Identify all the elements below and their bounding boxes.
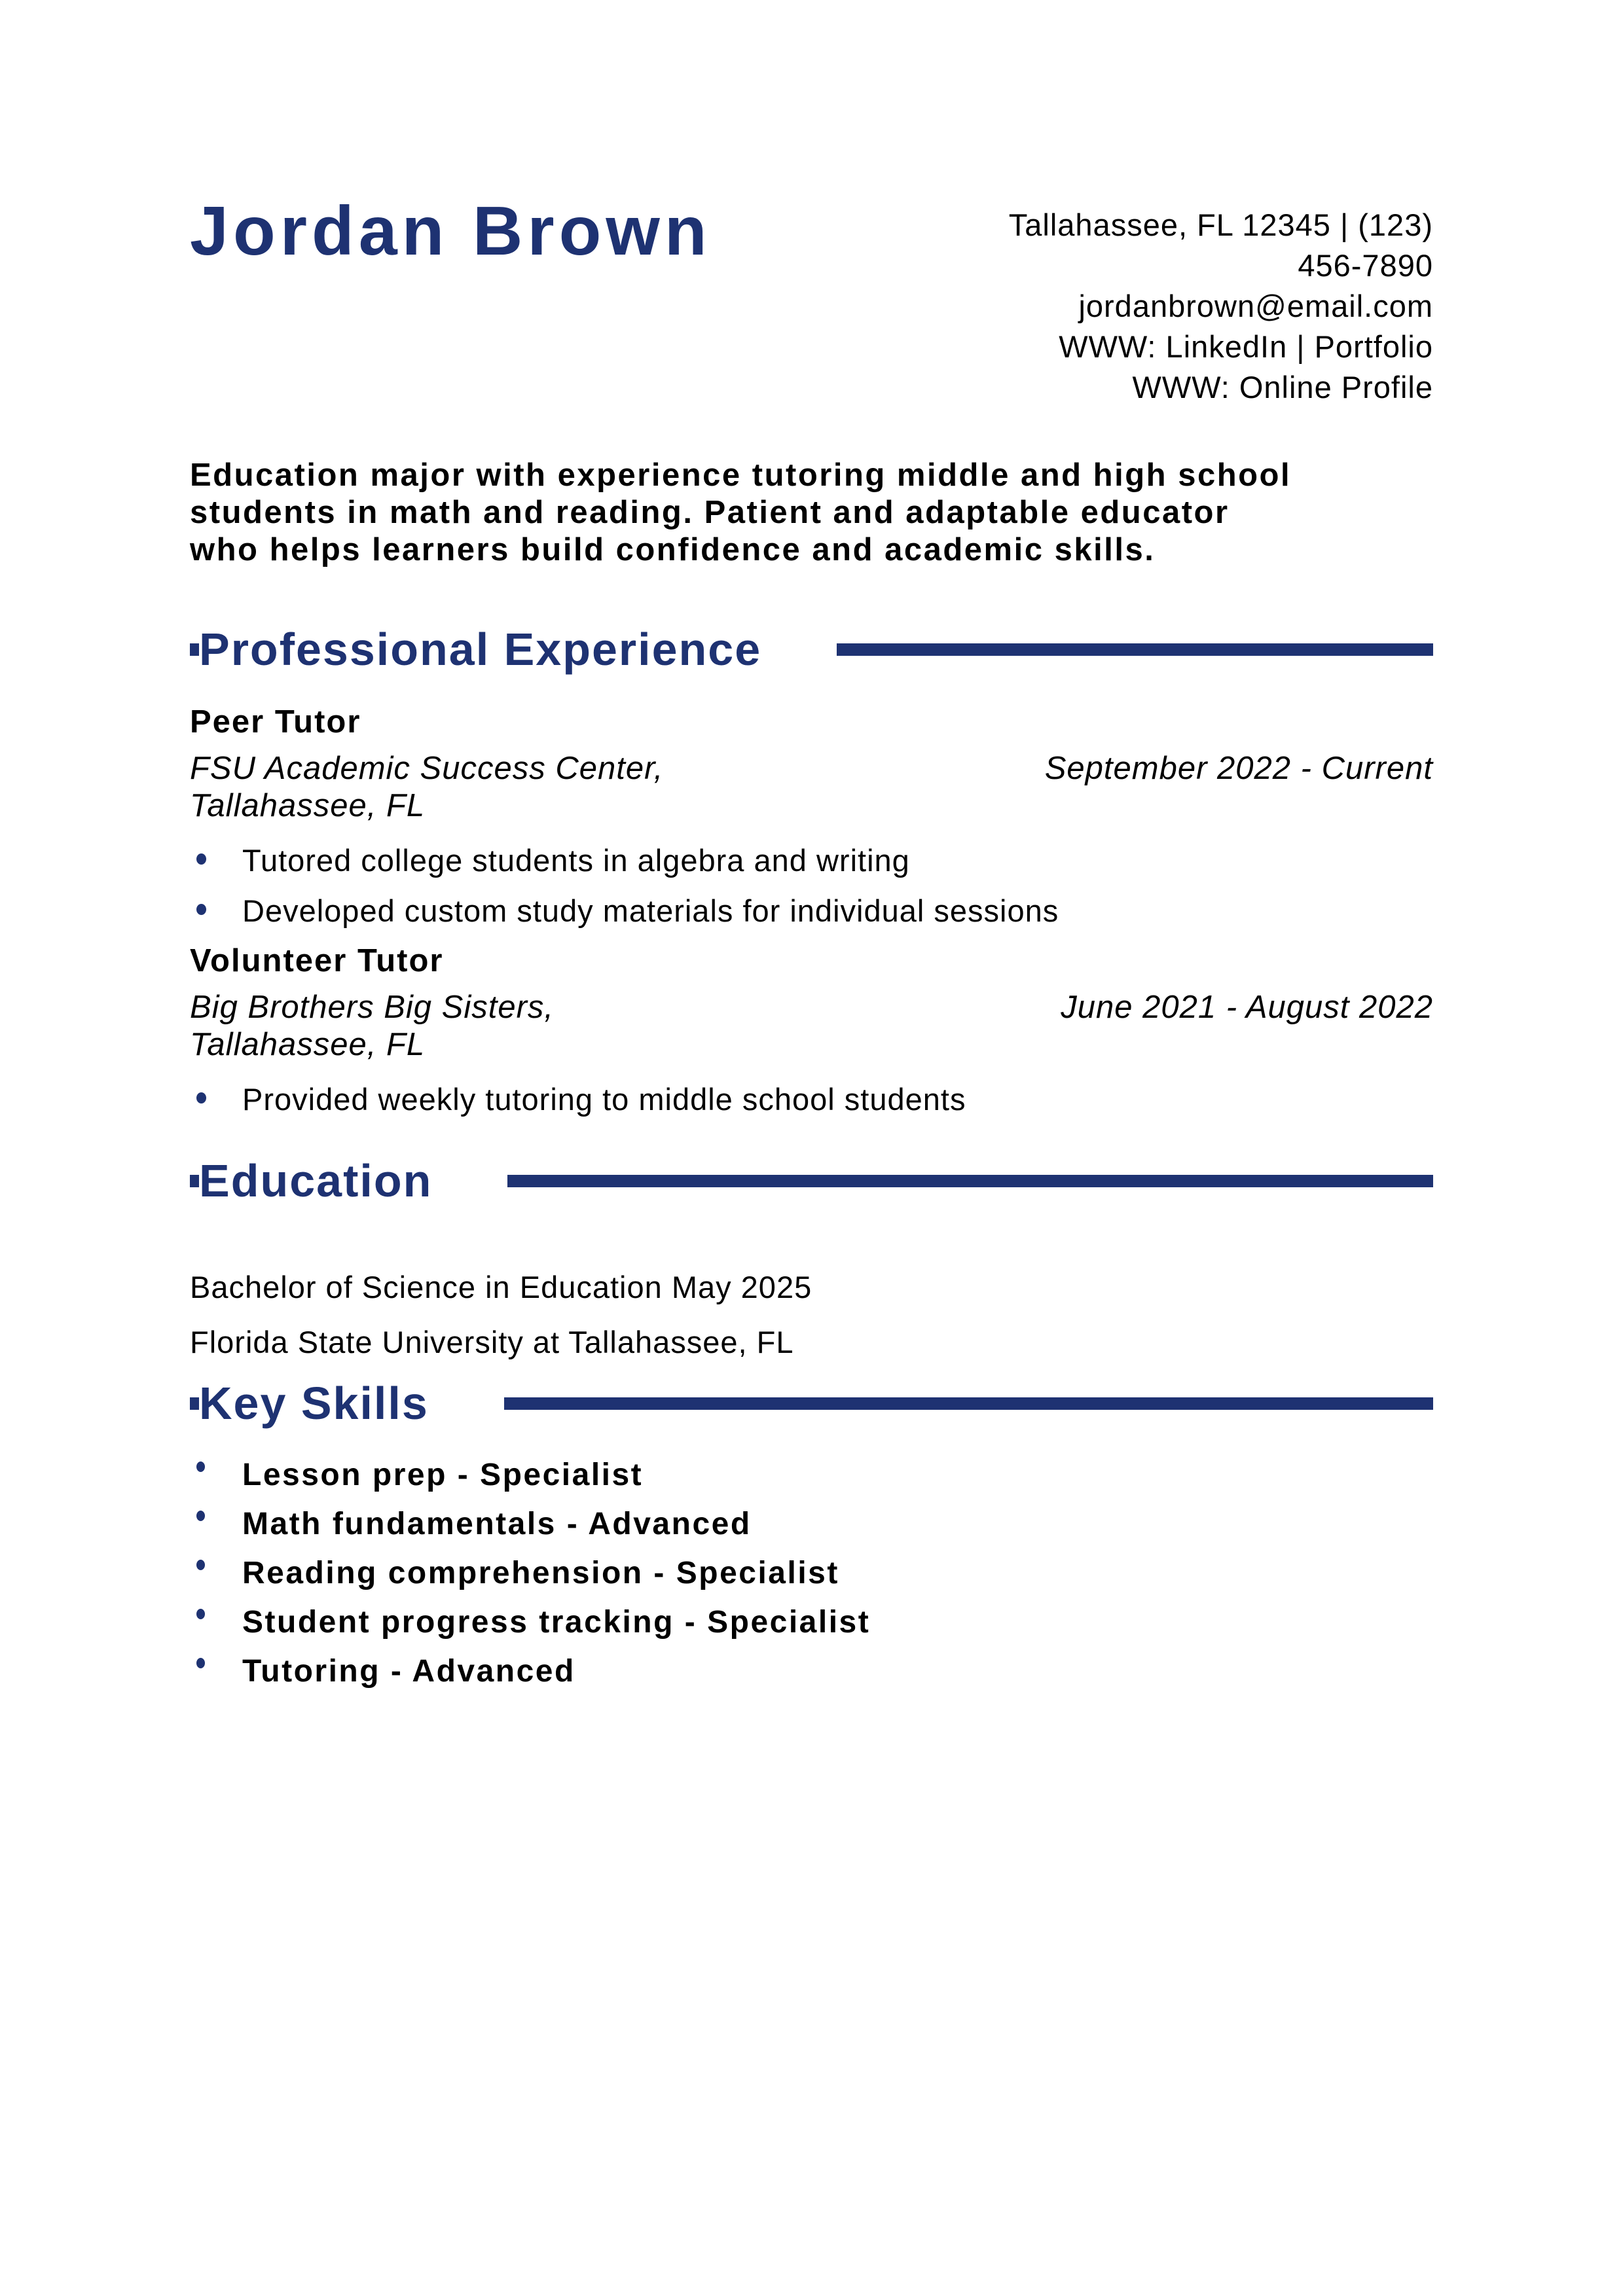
section-title: Education (199, 1154, 508, 1208)
contact-block: Tallahassee, FL 12345 | (123) 456-7890 j… (1009, 205, 1433, 408)
skill-text: Tutoring - Advanced (242, 1654, 575, 1689)
list-item: Reading comprehension - Specialist (190, 1554, 1433, 1592)
section-heading-professional-experience: Professional Experience (190, 622, 1433, 676)
job-meta-row: FSU Academic Success Center, Tallahassee… (190, 750, 1433, 825)
section-education: Education Bachelor of Science in Educati… (190, 1154, 1433, 1370)
skill-text: Math fundamentals - Advanced (242, 1507, 752, 1541)
contact-email: jordanbrown@email.com (1078, 289, 1433, 323)
job-meta-row: Big Brothers Big Sisters, Tallahassee, F… (190, 989, 1433, 1064)
job-dates: June 2021 - August 2022 (1061, 990, 1433, 1025)
section-heading-key-skills: Key Skills (190, 1376, 1433, 1430)
list-item: Student progress tracking - Specialist (190, 1604, 1433, 1641)
job-bullet-list: Tutored college students in algebra and … (190, 842, 1433, 929)
job-company: FSU Academic Success Center, Tallahassee… (190, 751, 664, 823)
list-item: Tutored college students in algebra and … (190, 842, 1433, 879)
skill-text: Student progress tracking - Specialist (242, 1605, 871, 1640)
job-bullet-list: Provided weekly tutoring to middle schoo… (190, 1081, 1433, 1118)
education-degree: Bachelor of Science in Education May 202… (190, 1270, 812, 1304)
list-item: Tutoring - Advanced (190, 1653, 1433, 1690)
job-title-peer-tutor: Peer Tutor (190, 704, 361, 740)
page-title: Jordan Brown (190, 192, 712, 270)
list-item: Provided weekly tutoring to middle schoo… (190, 1081, 1433, 1118)
section-title: Professional Experience (199, 622, 837, 676)
list-item: Math fundamentals - Advanced (190, 1505, 1433, 1543)
skill-text: Reading comprehension - Specialist (242, 1556, 839, 1590)
contact-links: WWW: LinkedIn | Portfolio (1059, 329, 1433, 364)
skills-list: Lesson prep - Specialist Math fundamenta… (190, 1456, 1433, 1690)
list-item: Developed custom study materials for ind… (190, 892, 1433, 929)
job-dates: September 2022 - Current (1044, 751, 1433, 786)
bullet-text: Developed custom study materials for ind… (242, 893, 1059, 928)
skill-text: Lesson prep - Specialist (242, 1458, 644, 1492)
job-company: Big Brothers Big Sisters, Tallahassee, F… (190, 990, 555, 1062)
bullet-text: Tutored college students in algebra and … (242, 843, 910, 878)
section-title: Key Skills (199, 1376, 504, 1430)
job-title-volunteer-tutor: Volunteer Tutor (190, 943, 444, 978)
contact-location-phone-line1: Tallahassee, FL 12345 | (123) (1008, 207, 1433, 242)
education-details: Bachelor of Science in Education May 202… (190, 1260, 1433, 1370)
summary-paragraph: Education major with experience tutoring… (190, 457, 1292, 567)
contact-online-profile: WWW: Online Profile (1132, 370, 1433, 404)
section-professional-experience: Professional Experience Peer Tutor FSU A… (190, 622, 1433, 1118)
section-key-skills: Key Skills Lesson prep - Specialist Math… (190, 1376, 1433, 1690)
list-item: Lesson prep - Specialist (190, 1456, 1433, 1494)
contact-phone-line2: 456-7890 (1298, 248, 1433, 283)
bullet-text: Provided weekly tutoring to middle schoo… (242, 1082, 966, 1117)
header: Jordan Brown Tallahassee, FL 12345 | (12… (190, 193, 1433, 408)
section-heading-education: Education (190, 1154, 1433, 1208)
education-school: Florida State University at Tallahassee,… (190, 1325, 794, 1359)
